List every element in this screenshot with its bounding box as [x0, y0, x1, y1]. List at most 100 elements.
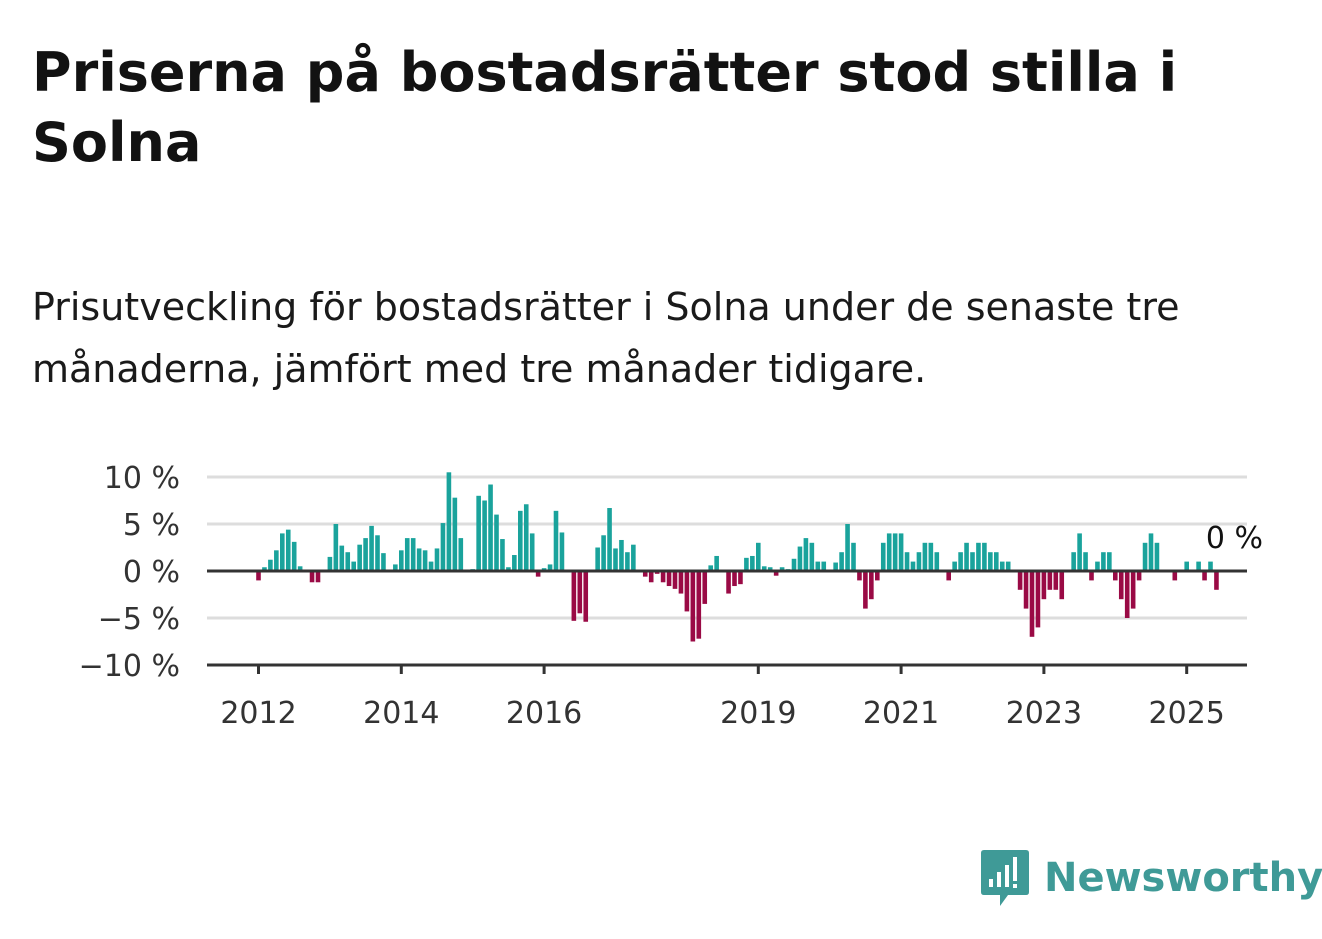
bar [767, 567, 773, 571]
bar [506, 567, 511, 571]
bar [291, 541, 297, 571]
bar [803, 538, 809, 571]
bar [744, 557, 749, 571]
bar [518, 510, 523, 571]
bar [1005, 561, 1011, 571]
bar [1214, 571, 1219, 590]
bar [928, 542, 934, 571]
bar [428, 561, 434, 571]
bar [1196, 561, 1201, 571]
x-axis: 2012 2014 2016 2019 2021 2023 2025 [220, 665, 1225, 731]
bar [845, 524, 850, 571]
bar [833, 562, 838, 571]
chart-subtitle: Prisutveckling för bostadsrätter i Solna… [32, 285, 1180, 391]
bar [910, 561, 916, 571]
bar [999, 561, 1005, 571]
bar [970, 552, 975, 571]
bar [660, 571, 666, 583]
bar [1077, 533, 1082, 571]
bar [1029, 571, 1035, 637]
bar [494, 514, 499, 571]
bar [297, 566, 303, 571]
brand-name: Newsworthy [1044, 855, 1322, 901]
bar [809, 542, 815, 571]
bar [268, 559, 273, 571]
x-tick-label: 2012 [220, 696, 296, 731]
bar [892, 533, 898, 571]
bar [1017, 571, 1023, 590]
bar [369, 525, 374, 571]
bar [577, 571, 583, 614]
bar [1172, 571, 1178, 581]
bar [1107, 552, 1112, 571]
bar [1208, 561, 1213, 571]
x-tick-label: 2019 [720, 696, 796, 731]
bar [1053, 571, 1059, 590]
bar [642, 571, 648, 577]
bar [553, 510, 559, 571]
bar [702, 571, 708, 604]
bar [952, 561, 957, 571]
bar [779, 567, 785, 571]
bar [696, 571, 702, 639]
bar [773, 571, 779, 576]
bar [274, 550, 279, 571]
last-value-annotation: 0 % [1206, 521, 1263, 556]
bar [399, 550, 404, 571]
bar [571, 571, 577, 621]
bar [327, 556, 333, 571]
bar [690, 571, 696, 642]
bar [648, 571, 654, 583]
bar [976, 542, 981, 571]
x-tick-label: 2016 [506, 696, 582, 731]
bar [1059, 571, 1065, 600]
x-tick-label: 2021 [863, 696, 939, 731]
bar [797, 546, 803, 571]
bar [410, 538, 416, 571]
bar [357, 544, 362, 571]
x-tick-label: 2014 [363, 696, 439, 731]
bar [333, 524, 339, 571]
bar [1118, 571, 1124, 600]
x-tick-label: 2025 [1149, 696, 1225, 731]
bar [613, 548, 618, 571]
bar [1130, 571, 1136, 609]
bar [1047, 571, 1053, 590]
bar [529, 533, 535, 571]
bar [440, 523, 446, 571]
bar [404, 538, 410, 571]
bar [1113, 571, 1118, 581]
bar [916, 552, 922, 571]
bar [732, 571, 737, 587]
bar [315, 571, 321, 583]
bar [1089, 571, 1094, 581]
bar [714, 555, 719, 571]
bar [964, 542, 969, 571]
x-tick-label: 2023 [1006, 696, 1082, 731]
bar [422, 550, 428, 571]
bar [339, 545, 345, 571]
bar [345, 552, 351, 571]
bar [880, 542, 886, 571]
bar [285, 529, 291, 571]
bar [256, 571, 261, 581]
bar [601, 535, 606, 571]
bar [851, 542, 856, 571]
bar [446, 472, 452, 571]
bar [958, 552, 963, 571]
bar [1202, 571, 1207, 581]
bar [904, 552, 910, 571]
bar [500, 539, 505, 571]
y-tick-label: 5 % [123, 508, 180, 543]
bar [839, 552, 844, 571]
bar [393, 564, 398, 571]
bar [476, 495, 481, 571]
bar [625, 552, 630, 571]
bar [672, 571, 678, 589]
bar [1184, 561, 1189, 571]
bar-chart: 10 % 5 % 0 % −5 % −10 % 2012 2014 2016 2019 2021… [79, 461, 1263, 731]
bar [523, 504, 529, 571]
bar [375, 535, 380, 571]
bar [1071, 552, 1076, 571]
bar [458, 538, 464, 571]
